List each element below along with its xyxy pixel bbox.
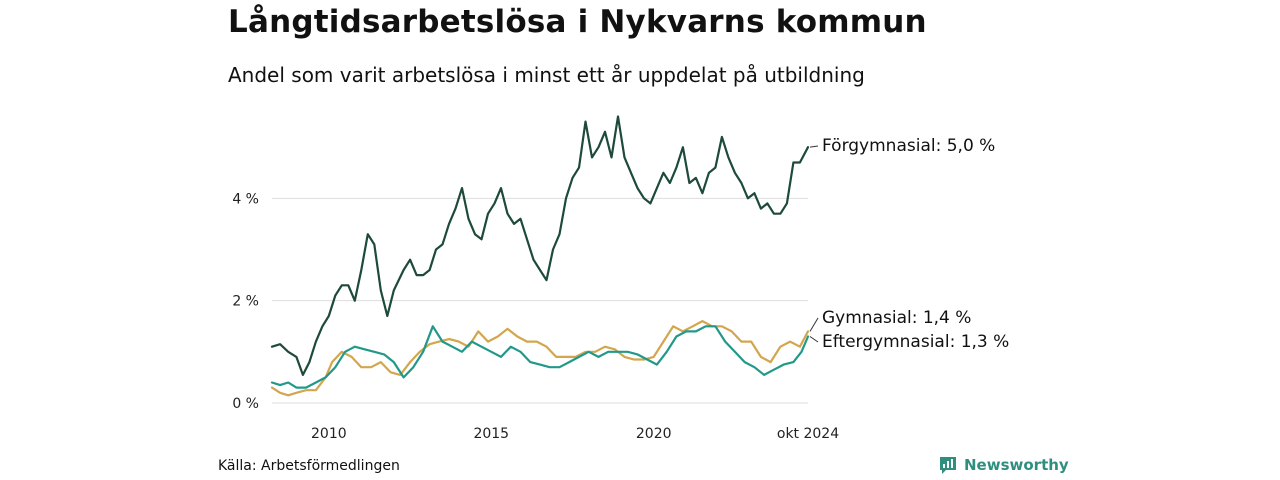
x-tick-label: 2020 [636,426,672,442]
newsworthy-logo-icon [940,457,956,474]
y-tick-label: 4 % [232,191,259,207]
x-tick-label: 2010 [311,426,347,442]
chart-subtitle: Andel som varit arbetslösa i minst ett å… [228,63,865,87]
y-axis-ticks: 0 % 2 % 4 % [232,191,259,412]
label-leader-eftergymnasial [809,336,819,343]
brand-logo[interactable]: Newsworthy [938,455,1069,475]
gridlines [272,197,808,404]
series-line-gymnasial [270,320,810,397]
chart-title: Långtidsarbetslösa i Nykvarns kommun [228,4,927,40]
series-lines [270,115,810,397]
brand-name: Newsworthy [964,456,1069,474]
series-end-label-forgymnasial: Förgymnasial: 5,0 % [822,136,995,156]
x-tick-label: 2015 [473,426,509,442]
y-tick-label: 0 % [232,396,259,412]
x-axis-ticks: 2010 2015 2020 okt 2024 [311,426,839,442]
series-line-forgymnasial [270,115,810,376]
series-end-labels: Förgymnasial: 5,0 % Gymnasial: 1,4 % Efter… [809,136,1009,352]
x-tick-label: okt 2024 [777,426,839,442]
series-end-label-gymnasial: Gymnasial: 1,4 % [822,308,971,328]
y-tick-label: 2 % [232,294,259,310]
label-leader-gymnasial [809,317,819,332]
source-note: Källa: Arbetsförmedlingen [218,458,400,474]
series-line-eftergymnasial [270,325,810,389]
series-end-label-eftergymnasial: Eftergymnasial: 1,3 % [822,332,1009,352]
label-leader-forgymnasial [809,145,819,148]
